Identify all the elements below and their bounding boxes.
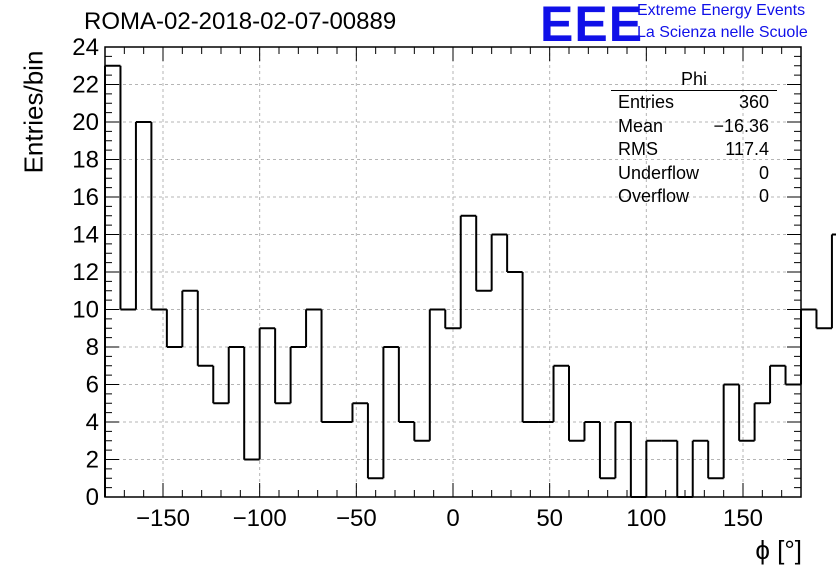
- stats-row-rms: RMS 117.4: [611, 138, 777, 162]
- stats-label: Mean: [618, 115, 664, 136]
- y-tick-label: 0: [86, 484, 99, 511]
- stats-label: Overflow: [618, 186, 690, 206]
- grid-lines: [105, 47, 801, 497]
- x-tick-label: 0: [446, 505, 459, 532]
- x-tick-label: 100: [626, 505, 666, 532]
- x-tick-label: −50: [336, 505, 377, 532]
- stats-value: 360: [738, 92, 769, 112]
- stats-value: 0: [758, 162, 769, 183]
- stats-label: RMS: [618, 139, 658, 159]
- stats-value: 0: [758, 186, 769, 206]
- stats-row-mean: Mean −16.36: [611, 115, 777, 139]
- y-tick-label: 20: [72, 109, 99, 136]
- logo-caption-line2: La Scienza nelle Scuole: [637, 24, 808, 41]
- x-tick-label: −150: [136, 505, 190, 532]
- x-tick-label: −100: [233, 505, 287, 532]
- stats-label: Entries: [618, 92, 675, 112]
- stats-value: 117.4: [725, 139, 769, 159]
- stats-row-underflow: Underflow 0: [611, 162, 777, 186]
- y-tick-label: 12: [72, 259, 99, 286]
- eee-logo: EEE: [540, 0, 644, 52]
- stats-row-overflow: Overflow 0: [611, 185, 777, 209]
- x-tick-label: 150: [723, 505, 763, 532]
- y-tick-label: 18: [72, 147, 99, 174]
- y-tick-label: 22: [72, 72, 99, 99]
- logo-caption-line1: Extreme Energy Events: [637, 2, 806, 19]
- y-tick-label: 8: [86, 334, 99, 361]
- stats-box: Phi Entries 360 Mean −16.36 RMS 117.4 Un…: [611, 68, 777, 209]
- axis-tick-labels: −150 −100 −50 0 50 100 15002468101214161820222…: [72, 34, 763, 532]
- stats-value: −16.36: [713, 115, 769, 136]
- y-tick-label: 16: [72, 184, 99, 211]
- chart-title: ROMA-02-2018-02-07-00889: [84, 8, 397, 35]
- stats-row-entries: Entries 360: [611, 91, 777, 115]
- x-axis-label: ϕ [°]: [755, 535, 802, 565]
- axis-ticks: [104, 46, 802, 498]
- stats-title: Phi: [611, 68, 777, 91]
- y-tick-label: 2: [86, 447, 99, 474]
- x-tick-label: 50: [536, 505, 563, 532]
- stats-label: Underflow: [618, 162, 700, 183]
- y-tick-label: 4: [86, 409, 99, 436]
- y-tick-label: 10: [72, 297, 99, 324]
- y-tick-label: 6: [86, 372, 99, 399]
- y-tick-label: 24: [72, 34, 99, 61]
- y-tick-label: 14: [72, 222, 99, 249]
- y-axis-label: Entries/bin: [18, 50, 49, 174]
